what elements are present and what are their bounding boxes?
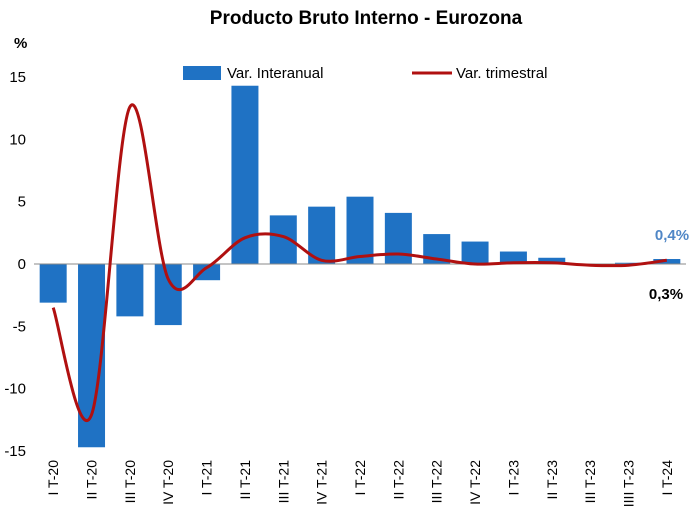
y-tick-label: 10 (9, 131, 26, 148)
x-tick-label: I T-21 (199, 460, 215, 496)
y-tick-label: 0 (18, 256, 26, 273)
x-tick-label: I T-22 (352, 460, 368, 496)
x-tick-label: II T-23 (544, 460, 560, 500)
chart-title: Producto Bruto Interno - Eurozona (210, 8, 523, 29)
x-tick-label: IV T-20 (160, 460, 176, 505)
x-tick-label: II T-22 (390, 460, 406, 500)
bar (614, 262, 642, 264)
legend-bar-swatch (183, 66, 221, 80)
bar (461, 241, 489, 264)
legend-bar-label: Var. Interanual (227, 65, 323, 82)
y-tick-label: 15 (9, 69, 26, 86)
y-axis: 15 10 5 0 -5 -10 -15 (4, 69, 26, 460)
y-axis-unit-label: % (14, 35, 27, 52)
x-tick-label: III T-22 (429, 460, 445, 504)
y-tick-label: -10 (4, 381, 26, 398)
x-tick-label: I T-24 (659, 460, 675, 496)
bar (384, 212, 412, 264)
bar-series (39, 85, 681, 448)
x-tick-label: IV T-22 (467, 460, 483, 505)
x-tick-label: III T-20 (122, 460, 138, 504)
bar (116, 264, 144, 317)
x-tick-label: IIII T-23 (620, 460, 636, 507)
line-last-annotation: 0,3% (649, 286, 683, 303)
trimestral-line (51, 103, 667, 422)
x-tick-label: I T-20 (45, 460, 61, 496)
bar (346, 196, 374, 264)
y-tick-label: 5 (18, 194, 26, 211)
line-series (51, 103, 667, 422)
y-tick-label: -15 (4, 443, 26, 460)
bar (39, 264, 67, 303)
bar (499, 251, 527, 264)
x-tick-label: II T-20 (84, 460, 100, 500)
bar (193, 264, 221, 281)
legend: Var. Interanual Var. trimestral (183, 65, 547, 82)
legend-line-label: Var. trimestral (456, 65, 547, 82)
x-tick-label: III T-23 (582, 460, 598, 504)
x-tick-label: II T-21 (237, 460, 253, 500)
bar-last-annotation: 0,4% (655, 227, 689, 244)
y-tick-label: -5 (13, 318, 26, 335)
x-tick-label: IV T-21 (314, 460, 330, 505)
bar (538, 257, 566, 264)
x-axis: I T-20 II T-20 III T-20 IV T-20 I T-21 II T-2… (45, 460, 675, 507)
bar (154, 264, 182, 326)
x-tick-label: I T-23 (505, 460, 521, 496)
x-tick-label: III T-21 (275, 460, 291, 504)
